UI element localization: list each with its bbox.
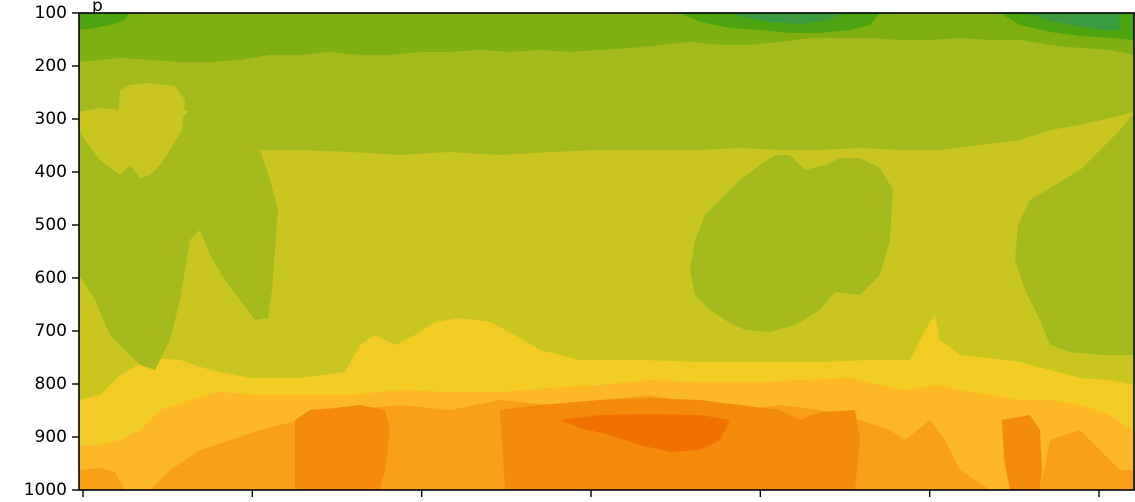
y-tick-label: 300: [35, 109, 67, 129]
contour-lobe-left-hole: [118, 83, 185, 178]
contour-bottom-patch-left: [295, 405, 390, 490]
contour-strip-left: [79, 180, 175, 300]
contour-bottom-patch-right: [1002, 415, 1042, 490]
y-tick-label: 200: [35, 56, 67, 76]
y-tick-label: 800: [35, 374, 67, 394]
contour-lobe-mid-right: [690, 155, 893, 332]
y-tick-label: 500: [35, 215, 67, 235]
contour-lobe-left: [79, 95, 278, 370]
contour-corner-topleft: [79, 13, 130, 30]
contour-top-center-dark: [730, 13, 840, 24]
y-tick-label: 600: [35, 268, 67, 288]
contour-bottom-patch-leftedge: [79, 468, 125, 490]
y-axis: 100 200 300 400 500 600 700 800 900 1000: [24, 3, 79, 500]
plot-frame: [78, 12, 1135, 491]
contour-lobe-right: [1015, 113, 1134, 355]
chart-title-fragment: p_: [92, 0, 112, 16]
contour-band-green: [79, 13, 1134, 62]
y-tick-label: 700: [35, 321, 67, 341]
y-tick-label: 400: [35, 162, 67, 182]
y-tick-label: 1000: [24, 480, 67, 500]
x-axis: [82, 490, 1100, 497]
contour-field: [79, 13, 1134, 490]
y-tick-label: 100: [35, 3, 67, 23]
contour-top-right-dark: [1030, 13, 1120, 30]
contour-bottom-core: [560, 414, 730, 452]
y-tick-label: 900: [35, 427, 67, 447]
